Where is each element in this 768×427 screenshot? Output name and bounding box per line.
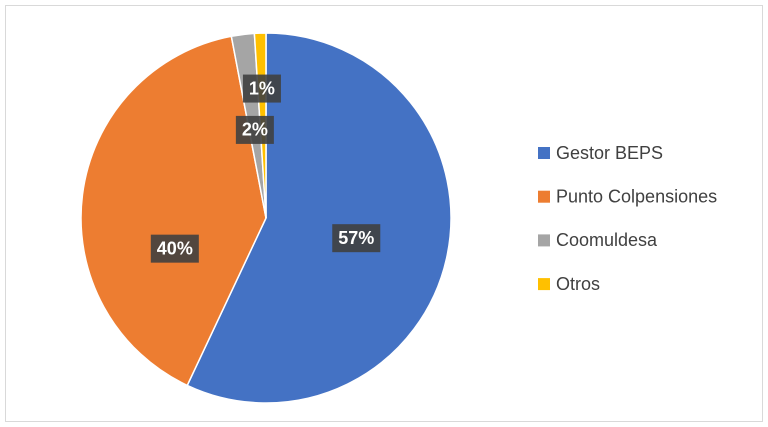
legend-label: Otros xyxy=(556,274,600,294)
data-label-box xyxy=(235,115,274,144)
data-label: 1% xyxy=(249,78,275,98)
data-label: 40% xyxy=(157,238,193,258)
data-label: 57% xyxy=(338,228,374,248)
legend-label: Coomuldesa xyxy=(556,230,658,250)
legend-swatch xyxy=(538,278,550,291)
legend-label: Punto Colpensiones xyxy=(556,186,717,206)
legend-label: Gestor BEPS xyxy=(556,143,663,163)
data-label-box xyxy=(150,234,199,263)
data-label-box xyxy=(242,74,281,103)
legend-swatch xyxy=(538,190,550,203)
data-label-box xyxy=(332,224,381,253)
pie xyxy=(80,32,452,404)
data-labels: 57% 40% 2% 1% xyxy=(150,74,381,263)
pie-slice xyxy=(80,35,267,387)
legend: Gestor BEPS Punto Colpensiones Coomuldesa O… xyxy=(538,143,717,294)
legend-swatch xyxy=(538,234,550,247)
pie-slice xyxy=(186,32,452,404)
legend-swatch xyxy=(538,147,550,159)
data-label: 2% xyxy=(242,120,268,140)
